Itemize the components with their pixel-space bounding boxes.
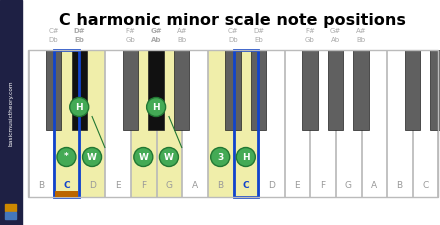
Text: Db: Db	[49, 37, 59, 43]
Bar	[148, 50, 164, 130]
Text: Eb: Eb	[74, 37, 84, 43]
Bar	[208, 50, 232, 197]
Text: G#: G#	[330, 28, 341, 34]
Text: basicmusictheory.com: basicmusictheory.com	[8, 80, 14, 146]
Text: D#: D#	[253, 28, 264, 34]
Text: G: G	[165, 182, 172, 191]
Text: C: C	[63, 182, 70, 191]
Bar	[174, 50, 190, 130]
Text: G#: G#	[150, 28, 162, 34]
Text: H: H	[242, 153, 249, 162]
Text: W: W	[138, 153, 148, 162]
Bar	[405, 50, 420, 130]
Bar	[72, 50, 87, 130]
Text: Gb: Gb	[126, 37, 136, 43]
Text: D: D	[268, 182, 275, 191]
Text: F: F	[141, 182, 146, 191]
Text: A: A	[191, 182, 198, 191]
Text: Ab: Ab	[331, 37, 340, 43]
Text: F#: F#	[125, 28, 136, 34]
Text: E: E	[115, 182, 121, 191]
Circle shape	[159, 148, 179, 166]
Bar	[234, 50, 258, 197]
Bar	[5, 204, 16, 211]
Circle shape	[236, 148, 255, 166]
Text: D#: D#	[73, 28, 85, 34]
Bar	[310, 50, 335, 197]
Bar	[259, 50, 284, 197]
Bar	[387, 50, 412, 197]
Text: H: H	[152, 103, 160, 112]
Bar	[251, 50, 266, 130]
Text: B: B	[38, 182, 44, 191]
Text: C#: C#	[227, 28, 238, 34]
Text: Bb: Bb	[356, 37, 366, 43]
Text: A#: A#	[356, 28, 367, 34]
Text: 3: 3	[217, 153, 224, 162]
Bar	[0, 0, 22, 225]
Bar	[234, 50, 258, 197]
Bar	[54, 50, 79, 197]
Text: G: G	[345, 182, 352, 191]
Bar	[182, 50, 207, 197]
Text: Eb: Eb	[254, 37, 263, 43]
Text: Db: Db	[228, 37, 238, 43]
Bar	[336, 50, 361, 197]
Bar	[328, 50, 343, 130]
Bar	[28, 50, 438, 197]
Text: *: *	[64, 153, 69, 162]
Text: W: W	[87, 153, 97, 162]
Text: W: W	[164, 153, 174, 162]
Text: Ab: Ab	[151, 37, 161, 43]
Text: H: H	[75, 103, 83, 112]
Bar	[131, 50, 156, 197]
Bar	[54, 50, 79, 197]
Circle shape	[147, 97, 165, 117]
Text: A#: A#	[176, 28, 187, 34]
Bar	[55, 191, 78, 197]
Text: F: F	[320, 182, 325, 191]
Bar	[430, 50, 440, 130]
Bar	[413, 50, 437, 197]
Bar	[225, 50, 241, 130]
Circle shape	[70, 97, 89, 117]
Bar	[80, 50, 104, 197]
Bar	[302, 50, 318, 130]
Bar	[5, 212, 16, 219]
Text: Bb: Bb	[177, 37, 186, 43]
Bar	[353, 50, 369, 130]
Text: F#: F#	[305, 28, 315, 34]
Text: C: C	[242, 182, 249, 191]
Bar	[285, 50, 309, 197]
Circle shape	[57, 148, 76, 166]
Bar	[157, 50, 181, 197]
Circle shape	[134, 148, 153, 166]
Text: B: B	[217, 182, 223, 191]
Text: D: D	[88, 182, 95, 191]
Text: C harmonic minor scale note positions: C harmonic minor scale note positions	[59, 13, 405, 28]
Text: C: C	[422, 182, 428, 191]
Circle shape	[83, 148, 102, 166]
Bar	[123, 50, 138, 130]
Text: Gb: Gb	[305, 37, 315, 43]
Text: B: B	[396, 182, 403, 191]
Circle shape	[211, 148, 230, 166]
Bar	[46, 50, 61, 130]
Bar	[105, 50, 130, 197]
Bar	[29, 50, 53, 197]
Text: A: A	[371, 182, 377, 191]
Text: E: E	[294, 182, 300, 191]
Bar	[362, 50, 386, 197]
Text: C#: C#	[48, 28, 59, 34]
